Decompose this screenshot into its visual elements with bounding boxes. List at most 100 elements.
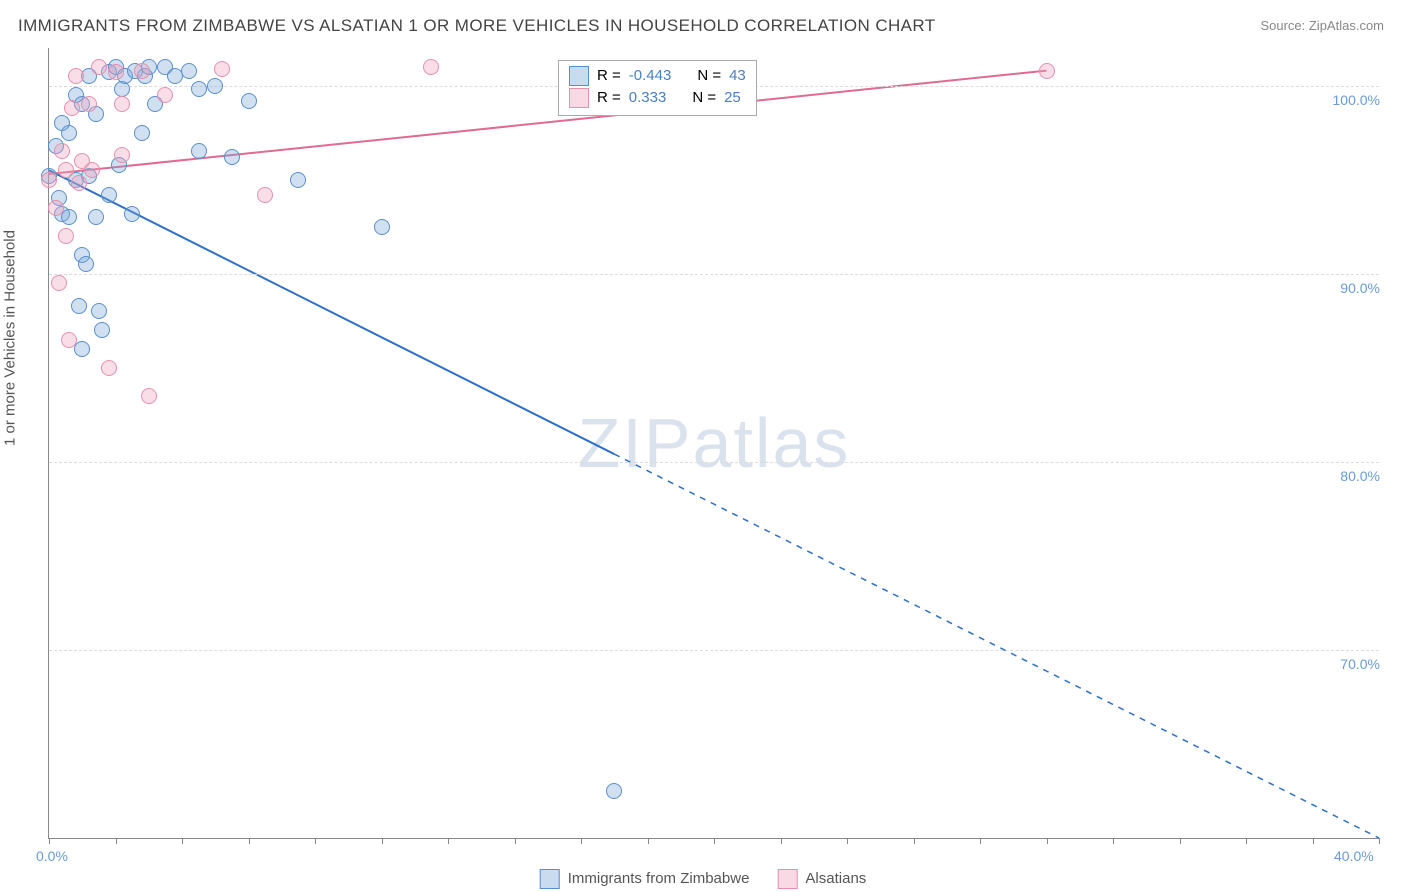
data-point bbox=[51, 275, 67, 291]
legend-item-a: Immigrants from Zimbabwe bbox=[540, 868, 750, 890]
data-point bbox=[157, 87, 173, 103]
x-tick bbox=[1047, 838, 1048, 844]
y-tick-label: 100.0% bbox=[1320, 92, 1380, 108]
data-point bbox=[58, 228, 74, 244]
data-point bbox=[68, 68, 84, 84]
data-point bbox=[94, 322, 110, 338]
x-tick bbox=[1246, 838, 1247, 844]
stat-r-label: R = bbox=[597, 65, 621, 87]
data-point bbox=[181, 63, 197, 79]
x-tick bbox=[182, 838, 183, 844]
data-point bbox=[71, 175, 87, 191]
x-tick bbox=[49, 838, 50, 844]
legend-label: Immigrants from Zimbabwe bbox=[568, 868, 750, 890]
data-point bbox=[91, 59, 107, 75]
x-tick bbox=[648, 838, 649, 844]
scatter-plot: ZIPatlas bbox=[48, 48, 1379, 839]
swatch-b bbox=[569, 88, 589, 108]
gridline bbox=[49, 462, 1379, 463]
y-tick-label: 80.0% bbox=[1320, 468, 1380, 484]
data-point bbox=[207, 78, 223, 94]
data-point bbox=[114, 96, 130, 112]
x-tick bbox=[714, 838, 715, 844]
data-point bbox=[91, 303, 107, 319]
stat-r-value: -0.443 bbox=[629, 65, 672, 87]
x-tick bbox=[1313, 838, 1314, 844]
data-point bbox=[84, 162, 100, 178]
data-point bbox=[101, 360, 117, 376]
x-tick bbox=[781, 838, 782, 844]
data-point bbox=[191, 143, 207, 159]
x-tick bbox=[116, 838, 117, 844]
stat-n-label: N = bbox=[697, 65, 721, 87]
x-tick bbox=[515, 838, 516, 844]
data-point bbox=[61, 209, 77, 225]
stats-row-b: R = 0.333 N = 25 bbox=[569, 87, 746, 109]
stat-n-value: 43 bbox=[729, 65, 746, 87]
data-point bbox=[61, 125, 77, 141]
stats-row-a: R = -0.443 N = 43 bbox=[569, 65, 746, 87]
y-tick-label: 70.0% bbox=[1320, 656, 1380, 672]
chart-title: IMMIGRANTS FROM ZIMBABWE VS ALSATIAN 1 O… bbox=[18, 16, 936, 36]
data-point bbox=[78, 256, 94, 272]
source-attribution: Source: ZipAtlas.com bbox=[1260, 18, 1384, 33]
data-point bbox=[41, 172, 57, 188]
data-point bbox=[141, 388, 157, 404]
data-point bbox=[54, 143, 70, 159]
data-point bbox=[423, 59, 439, 75]
swatch-a bbox=[569, 66, 589, 86]
legend-label: Alsatians bbox=[805, 868, 866, 890]
x-tick bbox=[382, 838, 383, 844]
data-point bbox=[58, 162, 74, 178]
series-legend: Immigrants from Zimbabwe Alsatians bbox=[532, 868, 875, 890]
data-point bbox=[108, 64, 124, 80]
x-tick bbox=[315, 838, 316, 844]
data-point bbox=[48, 200, 64, 216]
stat-n-value: 25 bbox=[724, 87, 741, 109]
data-point bbox=[1039, 63, 1055, 79]
data-point bbox=[134, 125, 150, 141]
data-point bbox=[71, 298, 87, 314]
x-tick bbox=[1113, 838, 1114, 844]
data-point bbox=[134, 63, 150, 79]
x-tick bbox=[980, 838, 981, 844]
data-point bbox=[88, 209, 104, 225]
data-point bbox=[257, 187, 273, 203]
data-point bbox=[64, 100, 80, 116]
y-axis-title: 1 or more Vehicles in Household bbox=[2, 230, 19, 446]
x-tick bbox=[914, 838, 915, 844]
data-point bbox=[374, 219, 390, 235]
x-tick bbox=[1379, 838, 1380, 844]
stat-n-label: N = bbox=[692, 87, 716, 109]
x-tick bbox=[1180, 838, 1181, 844]
data-point bbox=[606, 783, 622, 799]
regression-line-dashed-a bbox=[614, 454, 1379, 838]
regression-lines bbox=[49, 48, 1379, 838]
gridline bbox=[49, 274, 1379, 275]
data-point bbox=[290, 172, 306, 188]
stat-r-value: 0.333 bbox=[629, 87, 667, 109]
stats-legend: R = -0.443 N = 43 R = 0.333 N = 25 bbox=[558, 60, 757, 116]
x-tick-label: 40.0% bbox=[1334, 848, 1374, 864]
data-point bbox=[191, 81, 207, 97]
x-tick bbox=[847, 838, 848, 844]
data-point bbox=[124, 206, 140, 222]
data-point bbox=[114, 147, 130, 163]
data-point bbox=[74, 341, 90, 357]
x-tick bbox=[581, 838, 582, 844]
x-tick-label: 0.0% bbox=[36, 848, 68, 864]
data-point bbox=[101, 187, 117, 203]
swatch-a bbox=[540, 869, 560, 889]
data-point bbox=[214, 61, 230, 77]
gridline bbox=[49, 650, 1379, 651]
x-tick bbox=[448, 838, 449, 844]
data-point bbox=[81, 96, 97, 112]
stat-r-label: R = bbox=[597, 87, 621, 109]
data-point bbox=[61, 332, 77, 348]
y-tick-label: 90.0% bbox=[1320, 280, 1380, 296]
legend-item-b: Alsatians bbox=[777, 868, 866, 890]
swatch-b bbox=[777, 869, 797, 889]
data-point bbox=[241, 93, 257, 109]
data-point bbox=[224, 149, 240, 165]
x-tick bbox=[249, 838, 250, 844]
